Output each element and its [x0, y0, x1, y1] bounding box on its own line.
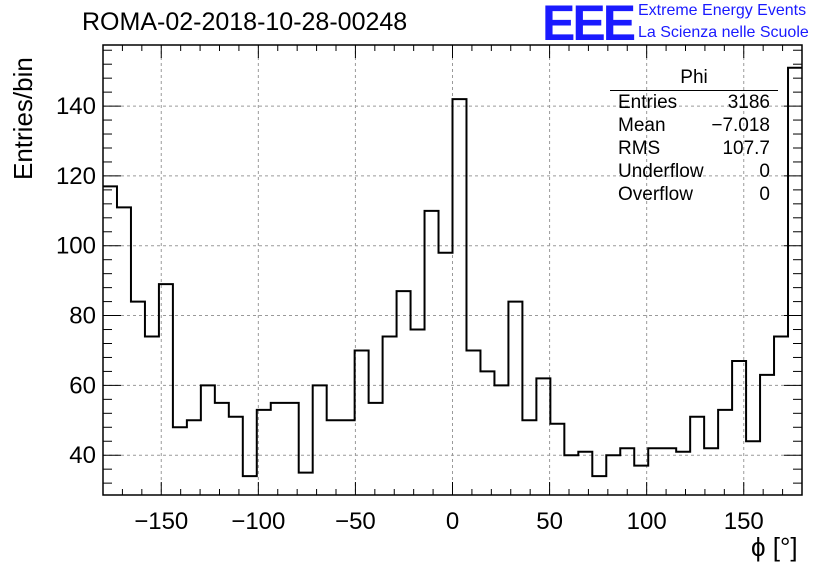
stats-value: −7.018	[711, 115, 770, 136]
stats-label: Overflow	[618, 184, 693, 205]
y-tick-label: 120	[56, 163, 96, 190]
x-tick-label: 50	[536, 508, 563, 535]
x-tick-label: −50	[335, 508, 376, 535]
tick-labels: −150 −100 −50 0 50 100 150 40 60 80 100 120 140	[56, 93, 764, 535]
y-tick-label: 100	[56, 233, 96, 260]
x-tick-label: −100	[231, 508, 285, 535]
stats-label: RMS	[618, 138, 661, 159]
histogram-series	[103, 66, 802, 478]
y-tick-label: 140	[56, 93, 96, 120]
histogram-line	[103, 66, 802, 478]
x-axis-label: ϕ [°]	[751, 532, 798, 562]
stats-box: Phi Entries 3186 Mean −7.018 RMS 107.7 U…	[610, 66, 778, 206]
stats-row: Overflow 0	[610, 183, 778, 206]
logo-subtitle-line1: Extreme Energy Events	[638, 2, 807, 19]
y-tick-label: 40	[69, 442, 96, 469]
stats-row: Entries 3186	[610, 91, 778, 114]
y-tick-label: 80	[69, 303, 96, 330]
axes	[102, 44, 803, 496]
x-tick-label: 0	[446, 508, 459, 535]
x-tick-label: −150	[134, 508, 188, 535]
x-tick-label: 150	[724, 508, 764, 535]
y-tick-label: 60	[69, 372, 96, 399]
x-tick-label: 100	[627, 508, 667, 535]
chart-title: ROMA-02-2018-10-28-00248	[82, 8, 408, 36]
y-axis-label: Entries/bin	[8, 57, 38, 180]
stats-label: Mean	[618, 115, 666, 136]
stats-title: Phi	[610, 66, 778, 91]
stats-row: RMS 107.7	[610, 137, 778, 160]
stats-value: 0	[759, 184, 770, 205]
stats-value: 3186	[727, 92, 770, 113]
stats-label: Entries	[618, 92, 678, 113]
logo-subtitle-line2: La Scienza nelle Scuole	[638, 24, 809, 41]
stats-label: Underflow	[618, 161, 704, 182]
stats-row: Underflow 0	[610, 160, 778, 183]
eee-logo: EEE	[542, 0, 636, 51]
stats-row: Mean −7.018	[610, 114, 778, 137]
stats-value: 107.7	[722, 138, 770, 159]
stats-value: 0	[759, 161, 770, 182]
